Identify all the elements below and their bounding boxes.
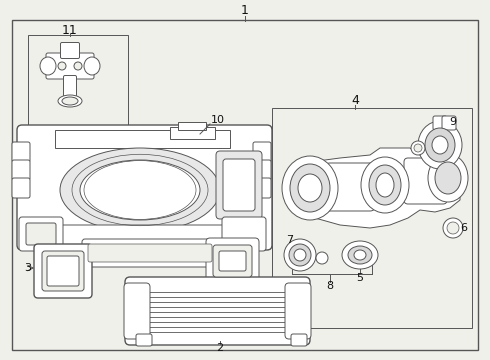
FancyBboxPatch shape xyxy=(219,251,246,271)
FancyBboxPatch shape xyxy=(82,239,218,267)
FancyBboxPatch shape xyxy=(404,158,447,204)
FancyBboxPatch shape xyxy=(12,142,30,162)
FancyBboxPatch shape xyxy=(206,238,259,284)
Ellipse shape xyxy=(443,218,463,238)
FancyBboxPatch shape xyxy=(12,160,30,180)
Ellipse shape xyxy=(418,121,462,169)
Text: 6: 6 xyxy=(461,223,467,233)
FancyBboxPatch shape xyxy=(325,163,375,211)
FancyBboxPatch shape xyxy=(222,217,266,251)
FancyBboxPatch shape xyxy=(34,244,92,298)
Text: 5: 5 xyxy=(357,273,364,283)
FancyBboxPatch shape xyxy=(253,178,271,198)
FancyBboxPatch shape xyxy=(213,245,252,277)
FancyBboxPatch shape xyxy=(46,53,94,79)
Ellipse shape xyxy=(425,128,455,162)
Text: 2: 2 xyxy=(217,343,223,353)
FancyBboxPatch shape xyxy=(291,334,307,346)
Ellipse shape xyxy=(411,141,425,155)
Ellipse shape xyxy=(354,250,366,260)
FancyBboxPatch shape xyxy=(216,151,262,219)
FancyBboxPatch shape xyxy=(253,160,271,180)
FancyBboxPatch shape xyxy=(60,42,79,58)
Ellipse shape xyxy=(60,148,220,232)
Text: 3: 3 xyxy=(24,263,31,273)
Bar xyxy=(178,122,206,130)
Ellipse shape xyxy=(84,57,100,75)
Polygon shape xyxy=(290,148,460,228)
FancyBboxPatch shape xyxy=(285,283,311,339)
Bar xyxy=(170,127,215,139)
Text: 7: 7 xyxy=(287,235,294,245)
FancyBboxPatch shape xyxy=(90,235,110,247)
Ellipse shape xyxy=(428,154,468,202)
Text: 11: 11 xyxy=(62,23,78,36)
FancyBboxPatch shape xyxy=(253,142,271,162)
Ellipse shape xyxy=(447,222,459,234)
Ellipse shape xyxy=(298,174,322,202)
Bar xyxy=(55,130,230,148)
Ellipse shape xyxy=(289,244,311,266)
FancyBboxPatch shape xyxy=(50,235,70,247)
FancyBboxPatch shape xyxy=(42,251,84,291)
Bar xyxy=(28,35,128,135)
FancyBboxPatch shape xyxy=(442,116,456,130)
Ellipse shape xyxy=(432,136,448,154)
Text: 8: 8 xyxy=(326,281,334,291)
Ellipse shape xyxy=(282,156,338,220)
FancyBboxPatch shape xyxy=(135,235,155,247)
Ellipse shape xyxy=(361,157,409,213)
Ellipse shape xyxy=(369,165,401,205)
Ellipse shape xyxy=(348,246,372,264)
FancyBboxPatch shape xyxy=(26,223,56,245)
Ellipse shape xyxy=(294,249,306,261)
Bar xyxy=(272,108,472,328)
Ellipse shape xyxy=(316,252,328,264)
Ellipse shape xyxy=(58,95,82,107)
FancyBboxPatch shape xyxy=(210,235,230,247)
FancyBboxPatch shape xyxy=(17,125,272,250)
Ellipse shape xyxy=(40,57,56,75)
Ellipse shape xyxy=(290,164,330,212)
Ellipse shape xyxy=(376,173,394,197)
FancyBboxPatch shape xyxy=(47,256,79,286)
Ellipse shape xyxy=(284,239,316,271)
Text: 1: 1 xyxy=(241,4,249,18)
Ellipse shape xyxy=(58,62,66,70)
FancyBboxPatch shape xyxy=(88,244,212,262)
FancyBboxPatch shape xyxy=(136,334,152,346)
FancyBboxPatch shape xyxy=(433,116,447,130)
Ellipse shape xyxy=(80,160,200,220)
Ellipse shape xyxy=(62,97,78,105)
FancyBboxPatch shape xyxy=(175,235,195,247)
FancyBboxPatch shape xyxy=(124,283,150,339)
FancyBboxPatch shape xyxy=(125,277,310,345)
Ellipse shape xyxy=(414,144,422,152)
FancyBboxPatch shape xyxy=(19,217,63,251)
Text: 10: 10 xyxy=(211,115,225,125)
Ellipse shape xyxy=(342,241,378,269)
FancyBboxPatch shape xyxy=(12,178,30,198)
Ellipse shape xyxy=(435,162,461,194)
Ellipse shape xyxy=(74,62,82,70)
Text: 9: 9 xyxy=(449,117,457,127)
FancyBboxPatch shape xyxy=(64,76,76,96)
FancyBboxPatch shape xyxy=(52,225,233,246)
FancyBboxPatch shape xyxy=(223,159,255,211)
Text: 4: 4 xyxy=(351,94,359,107)
